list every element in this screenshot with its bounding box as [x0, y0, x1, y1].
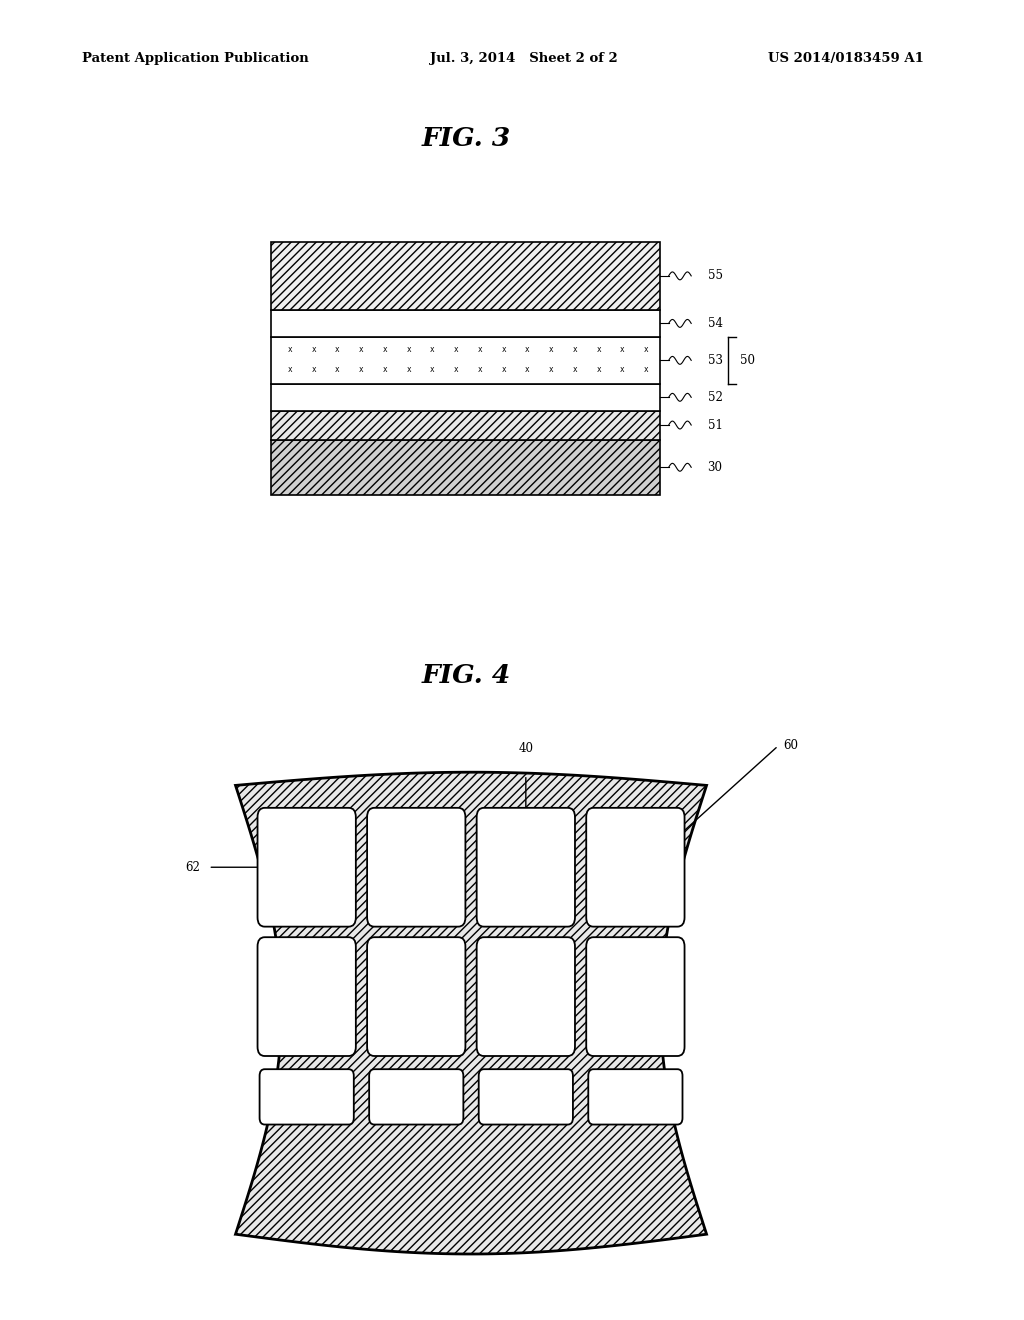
Text: x: x — [430, 366, 434, 375]
Text: x: x — [407, 346, 411, 354]
FancyBboxPatch shape — [368, 808, 465, 927]
Text: x: x — [596, 366, 601, 375]
Text: FIG. 3: FIG. 3 — [421, 127, 511, 150]
Text: x: x — [454, 346, 459, 354]
Text: Jul. 3, 2014   Sheet 2 of 2: Jul. 3, 2014 Sheet 2 of 2 — [430, 51, 617, 65]
Bar — [271, 337, 660, 384]
Text: x: x — [502, 366, 506, 375]
Text: x: x — [572, 366, 578, 375]
FancyBboxPatch shape — [479, 1069, 573, 1125]
Text: 55: 55 — [708, 269, 723, 282]
Bar — [271, 242, 660, 310]
Text: 54: 54 — [708, 317, 723, 330]
Text: x: x — [549, 366, 553, 375]
Text: US 2014/0183459 A1: US 2014/0183459 A1 — [768, 51, 924, 65]
Text: x: x — [335, 366, 340, 375]
Text: x: x — [311, 366, 315, 375]
Text: x: x — [358, 346, 364, 354]
FancyBboxPatch shape — [477, 808, 575, 927]
FancyBboxPatch shape — [260, 1069, 354, 1125]
Text: x: x — [644, 346, 648, 354]
Text: x: x — [621, 346, 625, 354]
Text: x: x — [358, 366, 364, 375]
Text: x: x — [502, 346, 506, 354]
Text: x: x — [549, 346, 553, 354]
Text: FIG. 4: FIG. 4 — [421, 664, 511, 688]
Text: x: x — [430, 346, 434, 354]
Bar — [271, 310, 660, 337]
Text: x: x — [572, 346, 578, 354]
Text: x: x — [477, 366, 482, 375]
Text: x: x — [621, 366, 625, 375]
Polygon shape — [236, 772, 707, 1254]
Text: x: x — [311, 346, 315, 354]
FancyBboxPatch shape — [258, 937, 356, 1056]
Text: x: x — [644, 366, 648, 375]
FancyBboxPatch shape — [258, 808, 356, 927]
Text: x: x — [525, 366, 529, 375]
Bar — [271, 384, 660, 411]
Text: x: x — [596, 346, 601, 354]
Text: 53: 53 — [708, 354, 723, 367]
Bar — [271, 440, 660, 495]
Text: x: x — [525, 346, 529, 354]
Text: x: x — [288, 346, 292, 354]
Text: x: x — [288, 366, 292, 375]
FancyBboxPatch shape — [587, 937, 685, 1056]
Text: x: x — [335, 346, 340, 354]
Text: x: x — [383, 346, 387, 354]
Text: 40: 40 — [518, 742, 534, 755]
Text: x: x — [383, 366, 387, 375]
Text: 30: 30 — [708, 461, 723, 474]
Text: 62: 62 — [185, 861, 201, 874]
Text: 50: 50 — [740, 354, 756, 367]
FancyBboxPatch shape — [477, 937, 575, 1056]
FancyBboxPatch shape — [589, 1069, 683, 1125]
FancyBboxPatch shape — [370, 1069, 463, 1125]
Text: 52: 52 — [708, 391, 723, 404]
FancyBboxPatch shape — [587, 808, 685, 927]
Text: Patent Application Publication: Patent Application Publication — [82, 51, 308, 65]
Text: x: x — [407, 366, 411, 375]
Text: 51: 51 — [708, 418, 723, 432]
Text: x: x — [454, 366, 459, 375]
Text: 60: 60 — [783, 739, 799, 752]
FancyBboxPatch shape — [368, 937, 465, 1056]
Bar — [271, 411, 660, 440]
Text: x: x — [477, 346, 482, 354]
